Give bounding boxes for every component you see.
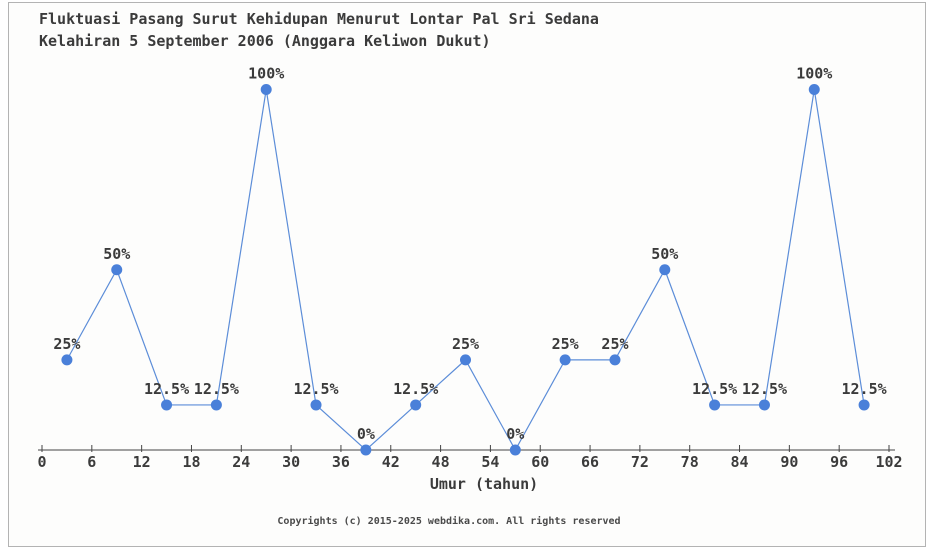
data-point-label: 50% [103, 245, 130, 263]
data-point-marker [758, 399, 770, 411]
x-axis-tick-label: 6 [87, 453, 96, 471]
chart-title-line2: Kelahiran 5 September 2006 (Anggara Keli… [39, 32, 491, 50]
data-point-label: 25% [53, 335, 80, 353]
x-axis-tick-label: 60 [531, 453, 549, 471]
data-point-marker [210, 399, 222, 411]
data-point-marker [858, 399, 870, 411]
x-axis-tick-label: 48 [432, 453, 450, 471]
x-axis-tick-label: 54 [481, 453, 499, 471]
data-point-marker [61, 354, 73, 366]
x-axis-tick-label: 12 [133, 453, 151, 471]
data-point-label: 12.5% [393, 380, 438, 398]
x-axis-tick-label: 78 [681, 453, 699, 471]
x-axis-tick-label: 66 [581, 453, 599, 471]
data-point-label: 0% [357, 425, 375, 443]
x-axis-tick-label: 72 [631, 453, 649, 471]
data-point-label: 12.5% [144, 380, 189, 398]
chart-panel: Fluktuasi Pasang Surut Kehidupan Menurut… [8, 2, 926, 547]
data-point-marker [509, 444, 521, 456]
x-axis-tick-label: 30 [282, 453, 300, 471]
data-point-label: 50% [651, 245, 678, 263]
data-point-marker [111, 264, 123, 276]
data-point-label: 0% [506, 425, 524, 443]
x-axis-tick-label: 42 [382, 453, 400, 471]
x-axis-title: Umur (tahun) [430, 475, 538, 493]
x-axis-tick-label: 90 [780, 453, 798, 471]
data-point-marker [161, 399, 173, 411]
data-point-label: 12.5% [692, 380, 737, 398]
line-chart: 0 6 12 18 24 30 36 42 48 54 60 66 72 78 84 90 96 102 Umur … [37, 65, 902, 494]
x-axis-tick-label: 0 [37, 453, 46, 471]
data-point-marker [310, 399, 322, 411]
chart-title-line1: Fluktuasi Pasang Surut Kehidupan Menurut… [39, 10, 599, 28]
data-point-marker [360, 444, 372, 456]
x-axis-tick-label: 18 [182, 453, 200, 471]
data-point-label: 100% [796, 65, 832, 83]
data-point-marker [609, 354, 621, 366]
x-axis-tick-label: 36 [332, 453, 350, 471]
x-axis-tick-label: 24 [232, 453, 250, 471]
data-point-marker [709, 399, 721, 411]
data-point-marker [260, 84, 272, 95]
data-point-label: 12.5% [842, 380, 887, 398]
x-axis-tick-label: 102 [875, 453, 902, 471]
x-axis-tick-label: 84 [730, 453, 748, 471]
data-point-marker [410, 399, 422, 411]
data-point-label: 25% [601, 335, 628, 353]
data-point-label: 25% [452, 335, 479, 353]
data-point-marker [559, 354, 571, 366]
data-point-marker [659, 264, 671, 276]
data-point-marker [808, 84, 820, 95]
data-point-label: 12.5% [194, 380, 239, 398]
data-point-label: 25% [552, 335, 579, 353]
x-axis-tick-label: 96 [830, 453, 848, 471]
data-point-label: 100% [248, 65, 284, 83]
data-point-marker [460, 354, 471, 366]
copyright-text: Copyrights (c) 2015-2025 webdika.com. Al… [277, 516, 621, 527]
chart-title: Fluktuasi Pasang Surut Kehidupan Menurut… [39, 8, 599, 52]
data-point-label: 12.5% [293, 380, 338, 398]
data-point-label: 12.5% [742, 380, 787, 398]
